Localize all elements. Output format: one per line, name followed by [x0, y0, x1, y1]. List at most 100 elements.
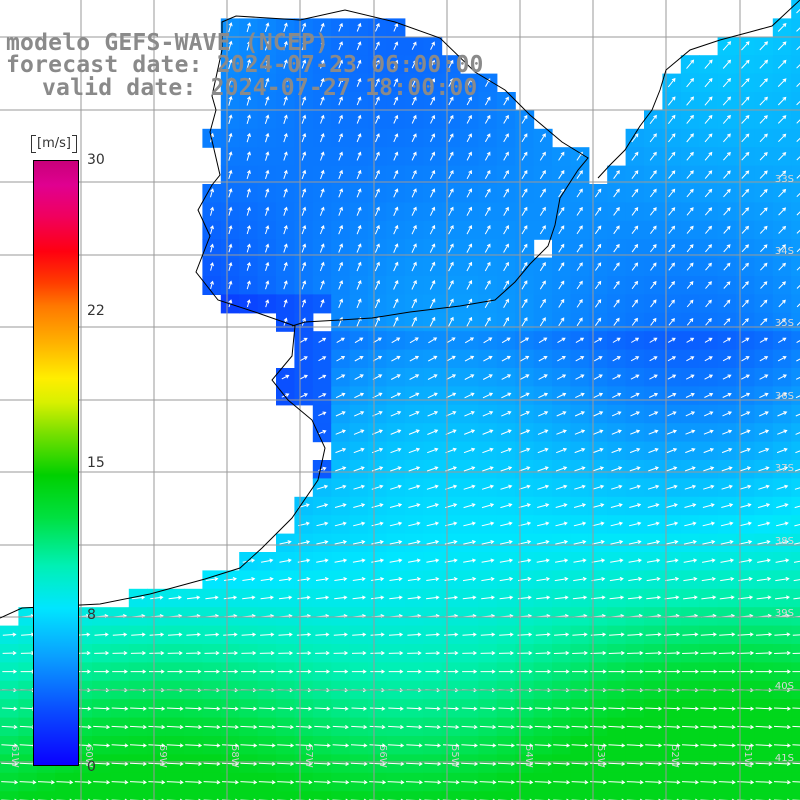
wind-arrow: [594, 188, 602, 198]
wind-arrow: [333, 632, 348, 637]
wind-arrow: [369, 706, 386, 711]
wind-arrow: [759, 115, 768, 124]
wind-arrow: [738, 576, 753, 582]
wind-arrow: [760, 299, 768, 308]
wind-arrow: [463, 447, 476, 454]
wind-arrow: [723, 318, 731, 326]
wind-cell: [791, 368, 800, 387]
colorbar: [33, 160, 79, 766]
wind-arrow: [534, 724, 552, 730]
wind-arrow: [354, 374, 364, 380]
wind-arrow: [426, 540, 440, 545]
wind-arrow: [338, 22, 343, 32]
wind-arrow: [480, 706, 497, 711]
wind-arrow: [241, 632, 257, 637]
wind-arrow: [408, 503, 421, 508]
wind-arrow: [443, 650, 459, 656]
wind-arrow: [594, 280, 602, 290]
wind-arrow: [283, 22, 288, 32]
wind-arrow: [668, 170, 676, 179]
wind-arrow: [571, 780, 589, 785]
wind-arrow: [501, 411, 512, 417]
wind-arrow: [479, 780, 497, 785]
wind-arrow: [626, 724, 644, 730]
wind-arrow: [426, 576, 440, 582]
wind-arrow: [740, 429, 751, 435]
valid-date: valid date: 2024-07-27 18:00:00: [42, 75, 478, 101]
wind-arrow: [296, 632, 312, 637]
wind-arrow: [613, 207, 620, 216]
wind-arrow: [759, 225, 768, 234]
wind-arrow: [246, 188, 251, 198]
latitude-label: 35S: [775, 318, 794, 329]
wind-arrow: [204, 650, 220, 656]
wind-arrow: [148, 706, 166, 711]
wind-arrow: [283, 132, 288, 143]
wind-arrow: [462, 669, 478, 674]
wind-arrow: [539, 188, 546, 198]
wind-arrow: [521, 280, 528, 290]
colorbar-tick-0: 0: [87, 759, 96, 775]
wind-arrow: [334, 521, 347, 527]
wind-arrow: [555, 540, 569, 545]
wind-arrow: [203, 706, 221, 711]
wind-arrow: [352, 632, 367, 637]
wind-arrow: [443, 706, 460, 711]
wind-arrow: [648, 392, 659, 398]
wind-arrow: [741, 41, 750, 51]
wind-arrow: [334, 558, 348, 563]
wind-arrow: [500, 429, 512, 435]
wind-arrow: [356, 280, 362, 290]
wind-arrow: [792, 744, 800, 746]
wind-arrow: [777, 115, 787, 124]
wind-arrow: [228, 261, 233, 271]
wind-arrow: [557, 356, 566, 362]
wind-arrow: [426, 484, 439, 490]
wind-arrow: [246, 132, 251, 143]
wind-arrow: [389, 558, 403, 563]
longitude-label: 52W: [669, 745, 680, 768]
wind-arrow: [537, 466, 549, 472]
wind-arrow: [283, 280, 288, 290]
wind-arrow: [554, 632, 570, 637]
wind-arrow: [518, 503, 531, 508]
wind-arrow: [757, 540, 771, 545]
wind-arrow: [535, 632, 551, 637]
wind-arrow: [686, 281, 694, 289]
wind-cell: [791, 220, 800, 240]
wind-arrow: [631, 280, 639, 290]
wind-arrow: [757, 503, 771, 509]
wind-arrow: [650, 262, 657, 271]
wind-arrow: [425, 650, 441, 656]
wind-arrow: [446, 337, 456, 344]
wind-arrow: [393, 298, 399, 309]
wind-arrow: [444, 632, 459, 637]
wind-arrow: [260, 632, 275, 637]
wind-arrow: [796, 174, 800, 179]
wind-cell: [680, 791, 700, 800]
wind-arrow: [393, 41, 399, 51]
wind-arrow: [130, 706, 147, 711]
wind-arrow: [610, 503, 623, 508]
wind-arrow: [335, 447, 347, 454]
wind-arrow: [318, 337, 327, 343]
wind-arrow: [166, 743, 184, 748]
wind-arrow: [112, 669, 128, 674]
wind-arrow: [650, 225, 657, 235]
wind-arrow: [665, 558, 679, 563]
wind-arrow: [356, 59, 362, 69]
wind-arrow: [778, 262, 786, 271]
wind-arrow: [650, 244, 657, 253]
wind-arrow: [319, 243, 325, 253]
wind-arrow: [773, 706, 791, 711]
wind-arrow: [555, 558, 569, 563]
wind-arrow: [264, 40, 270, 51]
wind-arrow: [463, 558, 477, 563]
wind-arrow: [261, 558, 274, 563]
wind-cell: [478, 791, 498, 800]
wind-arrow: [301, 114, 307, 124]
wind-arrow: [93, 761, 111, 766]
wind-arrow: [631, 299, 638, 308]
wind-arrow: [427, 429, 439, 435]
wind-arrow: [503, 188, 509, 198]
